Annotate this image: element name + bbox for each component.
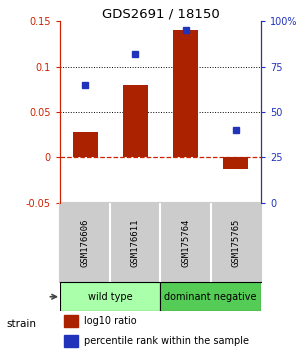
Text: GSM175764: GSM175764 — [181, 218, 190, 267]
Text: percentile rank within the sample: percentile rank within the sample — [84, 336, 249, 346]
Text: GSM175765: GSM175765 — [231, 218, 240, 267]
Bar — [64, 315, 78, 327]
Text: log10 ratio: log10 ratio — [84, 316, 137, 326]
Bar — [64, 335, 78, 347]
Bar — [173, 30, 198, 158]
Text: wild type: wild type — [88, 292, 133, 302]
Bar — [223, 158, 248, 169]
Text: GSM176606: GSM176606 — [81, 218, 90, 267]
Bar — [123, 85, 148, 158]
Text: GSM176611: GSM176611 — [131, 218, 140, 267]
Title: GDS2691 / 18150: GDS2691 / 18150 — [102, 7, 219, 20]
Bar — [73, 132, 98, 158]
Text: strain: strain — [6, 319, 36, 329]
Bar — [160, 282, 261, 311]
Text: dominant negative: dominant negative — [164, 292, 257, 302]
Bar — [60, 282, 160, 311]
